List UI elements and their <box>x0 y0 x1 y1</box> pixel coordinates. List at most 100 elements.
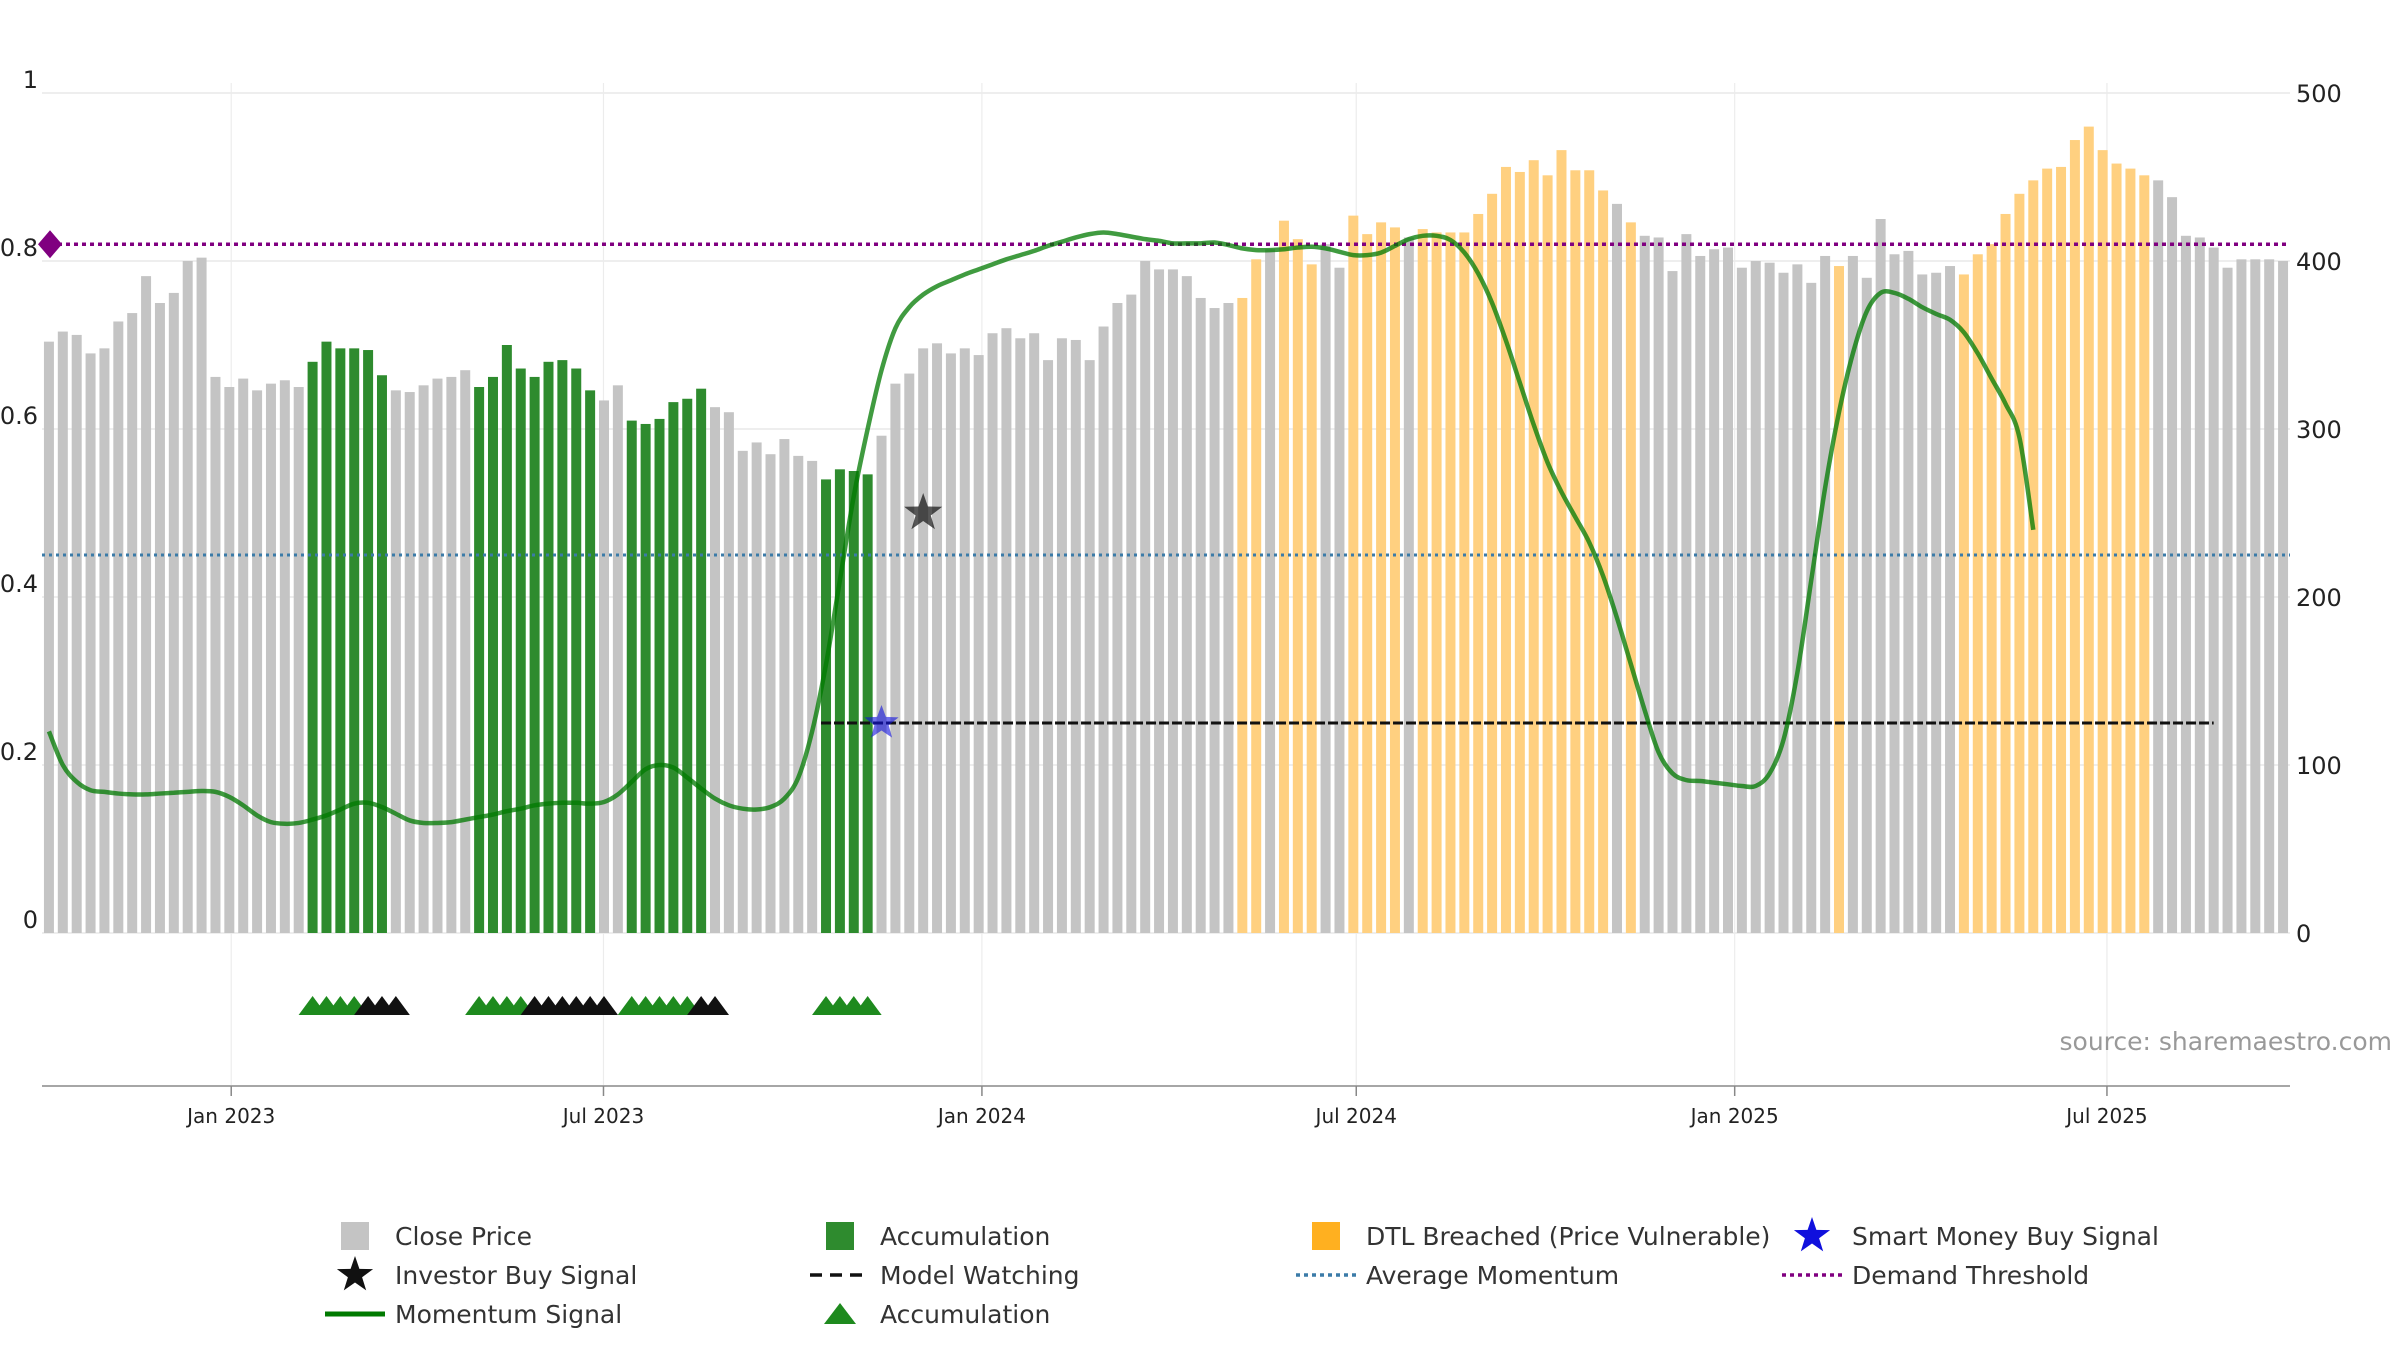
legend-label: Accumulation <box>880 1300 1050 1329</box>
close-price-bar <box>2180 235 2191 934</box>
dtl-breached-bar <box>2097 150 2108 933</box>
close-price-bar <box>1611 203 1622 933</box>
accumulation-bar <box>349 348 360 933</box>
dtl-breached-bar <box>1834 266 1845 933</box>
close-price-bar <box>224 387 235 933</box>
left-axis: 0 0.2 0.4 0.6 0.8 1 <box>0 66 38 934</box>
close-price-bar <box>1112 303 1123 933</box>
dtl-breached-bar <box>1431 232 1442 933</box>
close-price-bar <box>460 370 471 933</box>
legend-label: Investor Buy Signal <box>395 1261 637 1290</box>
accumulation-triangle-icon <box>853 996 882 1015</box>
right-tick-label: 0 <box>2296 920 2311 948</box>
accumulation-bar <box>515 368 526 933</box>
close-price-bar <box>1154 269 1165 933</box>
accumulation-bar <box>501 345 512 933</box>
accumulation-bar <box>557 360 568 933</box>
dtl-breached-bar <box>1251 259 1262 933</box>
close-price-bar <box>1209 308 1220 933</box>
close-price-bar <box>1681 234 1692 933</box>
close-price-bar <box>959 348 970 933</box>
close-price-bar <box>918 348 929 933</box>
legend-label: Momentum Signal <box>395 1300 622 1329</box>
close-price-bar <box>612 385 623 933</box>
close-price-bar <box>1015 338 1026 933</box>
dtl-breached-bar <box>1459 232 1470 933</box>
close-price-bar <box>2167 197 2178 933</box>
legend-label: Close Price <box>395 1222 532 1251</box>
dtl-breached-bar <box>2125 168 2136 934</box>
close-price-bar <box>1223 303 1234 933</box>
close-price-bar <box>1140 261 1151 933</box>
accumulation-bar <box>474 387 485 933</box>
dtl-breached-bar <box>1348 215 1359 933</box>
accumulation-bar <box>668 402 679 933</box>
accumulation-bar <box>376 375 387 933</box>
close-price-bar <box>1806 282 1817 934</box>
close-price-bar <box>238 378 249 934</box>
close-price-bar <box>1778 272 1789 933</box>
dtl-breached-bar <box>2056 166 2067 934</box>
source-text: source: sharemaestro.com <box>2060 1027 2393 1056</box>
accumulation-bar <box>696 388 707 933</box>
close-price-bar <box>1847 255 1858 933</box>
left-tick-label: 0 <box>23 906 38 934</box>
legend-star-icon <box>336 1256 374 1291</box>
close-price-bar <box>168 292 179 933</box>
close-price-bar <box>945 353 956 933</box>
accumulation-bar <box>640 423 651 933</box>
close-price-bar <box>1639 235 1650 934</box>
right-axis: 0 100 200 300 400 500 <box>2296 80 2342 948</box>
close-price-bar <box>446 376 457 933</box>
close-price-bar <box>1861 277 1872 933</box>
right-tick-label: 200 <box>2296 584 2342 612</box>
x-tick-label: Jul 2025 <box>2064 1104 2147 1128</box>
close-price-bar <box>252 390 263 933</box>
dtl-breached-bar <box>1389 227 1400 933</box>
close-price-bar <box>279 380 290 933</box>
dtl-breached-bar <box>2028 180 2039 934</box>
accumulation-bar <box>321 341 332 933</box>
x-tick-label: Jan 2025 <box>1689 1104 1779 1128</box>
watch-triangle-icon <box>381 996 410 1015</box>
close-price-bar <box>973 355 984 934</box>
dtl-breached-bar <box>1278 220 1289 933</box>
accumulation-bar <box>543 361 554 933</box>
close-price-bar <box>1181 276 1192 933</box>
dtl-breached-bar <box>1625 222 1636 934</box>
dtl-breached-bar <box>2014 193 2025 934</box>
close-price-bar <box>793 455 804 933</box>
close-price-bar <box>1667 271 1678 934</box>
watch-triangle-icon <box>701 996 730 1015</box>
close-price-bar <box>779 439 790 933</box>
close-price-bar <box>1653 237 1664 934</box>
dtl-breached-bar <box>2042 168 2053 934</box>
close-price-bar <box>765 454 776 933</box>
accumulation-bar <box>307 361 318 933</box>
dtl-breached-bar <box>2083 126 2094 934</box>
accumulation-bar <box>335 348 346 933</box>
close-price-bar <box>99 348 110 933</box>
legend-label: Average Momentum <box>1366 1261 1619 1290</box>
accumulation-bar <box>363 350 374 933</box>
close-price-bar <box>154 303 165 933</box>
close-price-bar <box>1820 255 1831 933</box>
accumulation-bar <box>626 420 637 934</box>
close-price-bar <box>127 313 138 934</box>
close-price-bar <box>2194 237 2205 934</box>
close-price-bar <box>1945 266 1956 933</box>
close-price-bar <box>1723 247 1733 933</box>
dtl-breached-bar <box>1417 229 1428 933</box>
dtl-breached-bar <box>1514 171 1525 933</box>
right-tick-label: 500 <box>2296 80 2342 108</box>
close-price-bar <box>2264 259 2275 933</box>
close-price-bar <box>1070 339 1081 934</box>
dtl-breached-bar <box>1292 239 1303 933</box>
close-price-bar <box>85 353 96 933</box>
close-price-bar <box>1917 274 1928 933</box>
close-price-bar <box>1320 244 1331 933</box>
x-tick-label: Jan 2023 <box>185 1104 275 1128</box>
legend-triangle-icon <box>824 1303 856 1324</box>
right-tick-label: 100 <box>2296 752 2342 780</box>
dtl-breached-bar <box>1986 244 1997 933</box>
